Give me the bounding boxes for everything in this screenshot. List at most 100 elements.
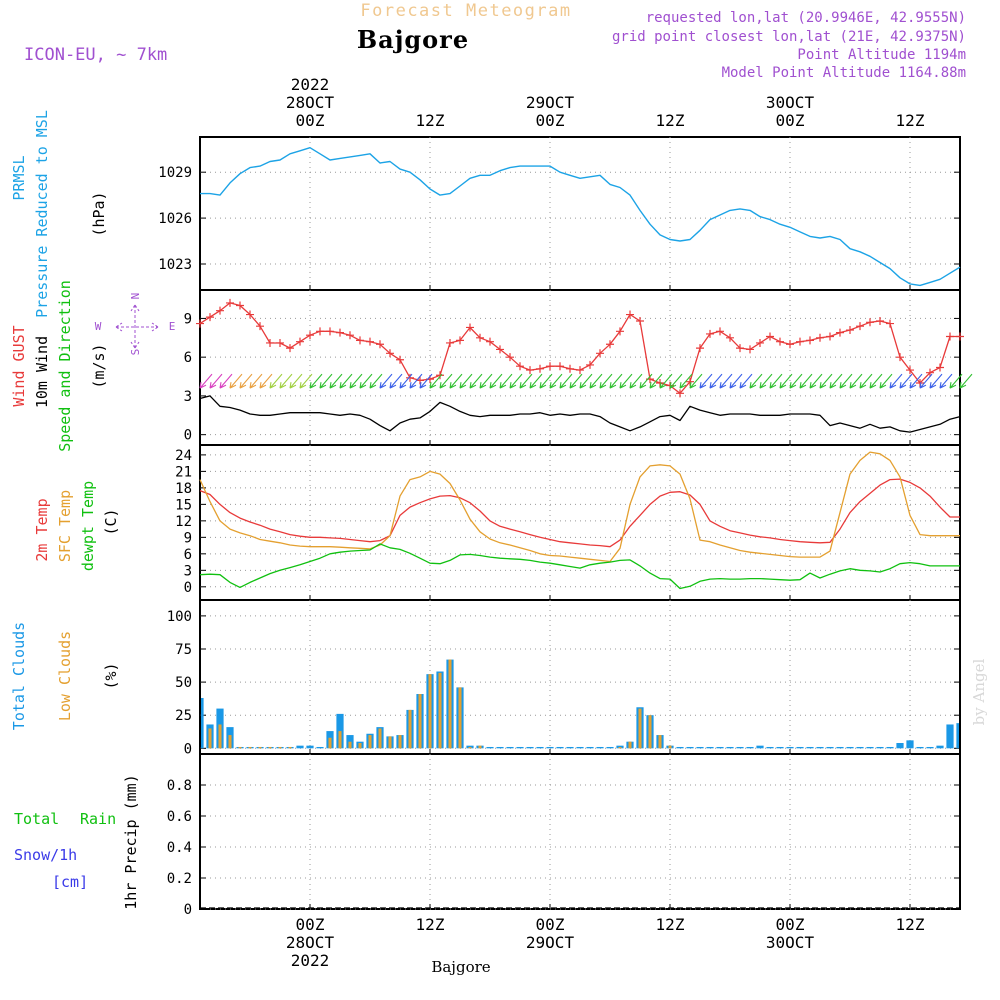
dewpt-label: dewpt Temp <box>79 481 97 571</box>
wind-gust-point <box>676 389 684 398</box>
panel-frame-clouds <box>199 599 961 755</box>
ytick-label-clouds: 25 <box>175 708 192 724</box>
top-time-label: 12Z <box>656 111 685 130</box>
prmsl-label: PRMSL <box>10 155 28 200</box>
wind-direction-arrow-icon <box>689 373 703 389</box>
total-clouds-bar <box>896 743 904 749</box>
model-altitude: Model Point Altitude 1164.88m <box>722 65 966 81</box>
low-clouds-bar <box>228 735 232 749</box>
top-time-label: 29OCT <box>526 93 575 112</box>
wind-direction-arrow-icon <box>659 373 673 389</box>
clouds-unit: (%) <box>102 662 120 689</box>
wind-gust-point <box>826 332 834 341</box>
bottom-time-label: 29OCT <box>526 933 575 952</box>
wind-direction-arrow-icon <box>419 373 433 389</box>
total-precip-label: Total <box>14 810 59 828</box>
total-clouds-bar <box>886 746 894 749</box>
ytick-label-wind: 6 <box>184 350 192 366</box>
total-clouds-bar <box>856 746 864 749</box>
low-clouds-bar <box>618 746 622 749</box>
bottom-time-label: 28OCT <box>286 933 335 952</box>
wind-gust-point <box>296 337 304 346</box>
wind-direction-arrow-icon <box>859 373 873 389</box>
temp-unit: (C) <box>102 508 120 535</box>
wind-gust-point <box>906 366 914 375</box>
ytick-label-precip: 0.6 <box>167 809 192 825</box>
low-clouds-bar <box>258 746 262 749</box>
ytick-label-wind: 9 <box>184 311 192 327</box>
wind-direction-arrow-icon <box>939 373 953 389</box>
low-clouds-bar <box>268 746 272 749</box>
ytick-label-temp: 3 <box>184 563 192 579</box>
wind-gust-point <box>536 364 544 373</box>
low-clouds-bar <box>358 743 362 749</box>
wind-direction-arrow-icon <box>219 373 233 389</box>
top-time-label: 28OCT <box>286 93 335 112</box>
top-time-label: 12Z <box>896 111 925 130</box>
wind-gust-point <box>956 332 964 341</box>
ytick-label-clouds: 50 <box>175 675 192 691</box>
total-clouds-bar <box>766 746 774 749</box>
wind-direction-arrow-icon <box>759 373 773 389</box>
y-tick-labels: 1023102610290369036912151821240255075100… <box>158 165 192 918</box>
wind-direction-arrow-icon <box>699 373 713 389</box>
total-clouds-bar <box>576 746 584 749</box>
low-clouds-bar <box>448 659 452 749</box>
panel-frame-pressure <box>199 136 961 291</box>
wind-gust-point <box>356 336 364 345</box>
location-title: Bajgore <box>357 25 469 54</box>
wind-gust-point <box>216 306 224 315</box>
total-clouds-bar <box>306 745 314 749</box>
total-clouds-bar <box>536 746 544 749</box>
wind-gust-point <box>796 337 804 346</box>
total-clouds-bar <box>316 746 324 749</box>
wind-gust-point <box>276 338 284 347</box>
wind-direction-arrow-icon <box>749 373 763 389</box>
bottom-time-label: 12Z <box>416 915 445 934</box>
wind-gust-point <box>596 349 604 358</box>
wind-gust-point <box>726 333 734 342</box>
total-clouds-bar <box>696 746 704 749</box>
wind-direction-arrow-icon <box>529 373 543 389</box>
total-clouds-bar <box>716 746 724 749</box>
wind-direction-arrow-icon <box>869 373 883 389</box>
total-clouds-bar <box>776 746 784 749</box>
wind-direction-arrow-icon <box>879 373 893 389</box>
ytick-label-clouds: 100 <box>167 609 192 625</box>
low-clouds-bar <box>408 709 412 749</box>
wind-direction-arrow-icon <box>909 373 923 389</box>
model-label: ICON-EU, ~ 7km <box>24 45 167 65</box>
wind-gust-point <box>816 333 824 342</box>
low-clouds-bar <box>658 735 662 749</box>
total-clouds-bar <box>506 746 514 749</box>
low-clouds-bar <box>628 741 632 749</box>
wind-direction-arrow-icon <box>819 373 833 389</box>
wind-direction-arrow-icon <box>259 373 273 389</box>
wind-gust-point <box>586 360 594 369</box>
wind-direction-arrow-icon <box>919 373 933 389</box>
ytick-label-precip: 0.2 <box>167 871 192 887</box>
wind-gust-point <box>616 327 624 336</box>
bottom-time-label: 30OCT <box>766 933 815 952</box>
wind-direction-arrow-icon <box>289 373 303 389</box>
wind-gust-point <box>806 336 814 345</box>
total-clouds-bar <box>586 746 594 749</box>
wind-gust-point <box>266 338 274 347</box>
wind-direction-arrow-icon <box>439 373 453 389</box>
wind-direction-arrow-icon <box>739 373 753 389</box>
ytick-label-pressure: 1026 <box>158 211 192 227</box>
wind-gust-point <box>316 327 324 336</box>
total-clouds-bar <box>746 746 754 749</box>
wind-direction-arrow-icon <box>789 373 803 389</box>
wind-gust-point <box>946 332 954 341</box>
bottom-time-label: 00Z <box>296 915 325 934</box>
bottom-time-label: 00Z <box>536 915 565 934</box>
panel-frames <box>199 136 961 910</box>
wind-direction-arrow-icon <box>889 373 903 389</box>
total-clouds-bar <box>676 746 684 749</box>
wind-gust-point <box>436 371 444 380</box>
wind-gust-point <box>746 345 754 354</box>
wind-10m-line <box>199 395 961 433</box>
